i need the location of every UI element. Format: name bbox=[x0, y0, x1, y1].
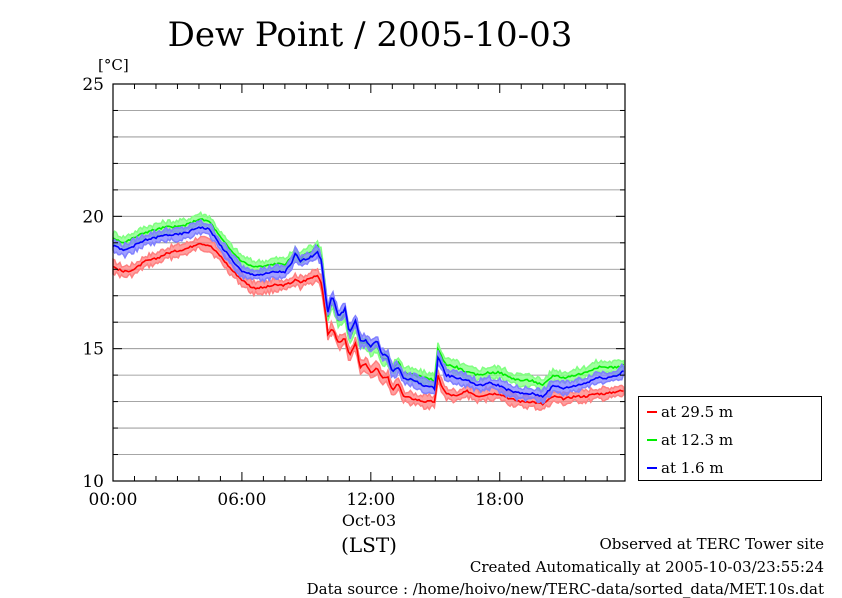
x-tick-label: 00:00 bbox=[89, 490, 138, 510]
footer-site: Observed at TERC Tower site bbox=[599, 535, 824, 553]
chart-legend: at 29.5 m at 12.3 m at 1.6 m bbox=[638, 396, 822, 481]
x-tick-label: 06:00 bbox=[217, 490, 266, 510]
y-axis-unit-label: [°C] bbox=[98, 56, 129, 74]
footer-source: Data source : /home/hoivo/new/TERC-data/… bbox=[306, 580, 824, 598]
x-tick-label: 12:00 bbox=[346, 490, 395, 510]
footer-created: Created Automatically at 2005-10-03/23:5… bbox=[469, 558, 824, 576]
plot-frame bbox=[112, 83, 626, 482]
tick-labels: 10 15 20 25 00:00 06:00 12:00 18:00 bbox=[82, 75, 524, 510]
legend-label: at 29.5 m bbox=[661, 403, 734, 421]
series-line bbox=[112, 226, 624, 399]
legend-swatch-red bbox=[647, 411, 657, 413]
y-tick-label: 20 bbox=[82, 207, 104, 227]
y-tick-label: 15 bbox=[82, 340, 104, 360]
legend-label: at 12.3 m bbox=[661, 431, 734, 449]
y-tick-label: 10 bbox=[82, 472, 104, 492]
x-axis-label: (LST) bbox=[341, 533, 397, 557]
legend-swatch-blue bbox=[647, 467, 657, 469]
chart-title: Dew Point / 2005-10-03 bbox=[168, 15, 573, 55]
date-label: Oct-03 bbox=[342, 511, 396, 530]
legend-item: at 12.3 m bbox=[647, 430, 733, 450]
legend-item: at 29.5 m bbox=[647, 402, 733, 422]
axis-ticks bbox=[112, 83, 625, 482]
y-tick-label: 25 bbox=[82, 75, 104, 95]
legend-swatch-green bbox=[647, 439, 657, 441]
legend-label: at 1.6 m bbox=[661, 459, 724, 477]
legend-item: at 1.6 m bbox=[647, 458, 724, 478]
x-tick-label: 18:00 bbox=[475, 490, 524, 510]
series-layer bbox=[112, 210, 625, 411]
